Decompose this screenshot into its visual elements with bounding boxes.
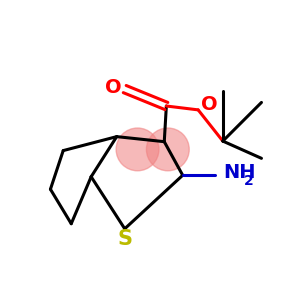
Text: O: O — [104, 78, 121, 97]
Text: O: O — [200, 95, 217, 114]
Text: S: S — [117, 229, 132, 249]
Circle shape — [116, 128, 159, 171]
Text: 2: 2 — [244, 174, 254, 188]
Circle shape — [146, 128, 189, 171]
Text: NH: NH — [224, 164, 256, 182]
